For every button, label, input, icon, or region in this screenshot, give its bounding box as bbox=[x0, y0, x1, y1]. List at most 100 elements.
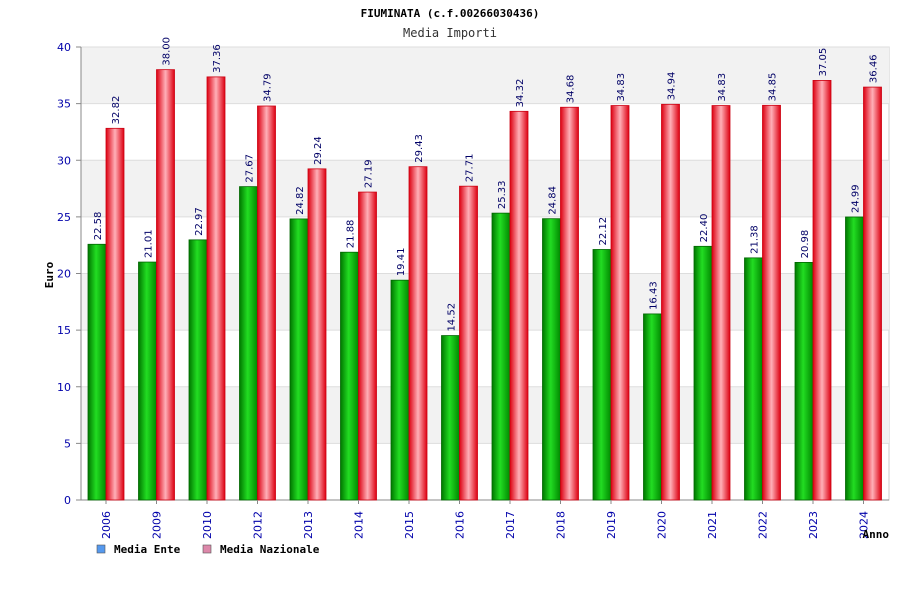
value-label: 24.99 bbox=[851, 184, 862, 213]
y-tick-label: 25 bbox=[57, 211, 71, 224]
value-label: 32.82 bbox=[111, 96, 122, 125]
value-label: 29.43 bbox=[414, 134, 425, 163]
bars bbox=[87, 69, 882, 501]
bar-media-ente bbox=[390, 279, 410, 501]
y-tick-label: 30 bbox=[57, 154, 71, 167]
x-tick-label: 2015 bbox=[403, 511, 416, 539]
bar-media-ente bbox=[289, 218, 309, 501]
x-tick-label: 2024 bbox=[858, 511, 871, 539]
y-tick-label: 15 bbox=[57, 324, 71, 337]
y-tick-label: 35 bbox=[57, 98, 71, 111]
bar-media-ente bbox=[138, 261, 157, 501]
value-label: 37.05 bbox=[818, 48, 829, 77]
value-label: 24.82 bbox=[295, 186, 306, 215]
x-tick-label: 2019 bbox=[605, 511, 618, 539]
bar-media-nazionale bbox=[307, 168, 327, 501]
x-tick-label: 2021 bbox=[706, 511, 719, 539]
y-tick-label: 20 bbox=[57, 268, 71, 281]
bar-media-nazionale bbox=[711, 105, 731, 501]
y-tick-label: 40 bbox=[57, 41, 71, 54]
value-label: 37.36 bbox=[212, 44, 223, 73]
bar-media-ente bbox=[340, 251, 359, 501]
bar-media-nazionale bbox=[863, 86, 882, 501]
bar-media-nazionale bbox=[156, 69, 175, 501]
legend-label-media-ente: Media Ente bbox=[114, 543, 181, 556]
bar-media-ente bbox=[491, 212, 511, 501]
bar-media-nazionale bbox=[206, 76, 226, 501]
chart-title: FIUMINATA (c.f.00266030436) bbox=[361, 7, 540, 20]
value-label: 38.00 bbox=[162, 37, 173, 66]
x-tick-label: 2009 bbox=[151, 511, 164, 539]
value-label: 34.83 bbox=[616, 73, 627, 102]
value-label: 16.43 bbox=[649, 281, 660, 310]
value-label: 22.12 bbox=[598, 217, 609, 246]
bar-media-nazionale bbox=[560, 106, 579, 501]
bar-media-ente bbox=[239, 186, 258, 501]
value-label: 25.33 bbox=[497, 180, 508, 209]
value-label: 34.83 bbox=[717, 73, 728, 102]
bar-media-nazionale bbox=[812, 80, 832, 501]
value-label: 27.71 bbox=[465, 154, 476, 183]
value-label: 21.88 bbox=[346, 220, 357, 249]
x-axis-label: Anno bbox=[863, 528, 890, 541]
bar-media-nazionale bbox=[257, 105, 276, 501]
bar-media-ente bbox=[845, 216, 864, 501]
value-label: 20.98 bbox=[800, 230, 811, 259]
x-axis-ticks: 2006 2009 2010 2012 2013 2014 2015 2016 2017 2018… bbox=[100, 500, 871, 539]
legend-swatch-media-nazionale bbox=[202, 544, 212, 554]
x-tick-label: 2016 bbox=[454, 511, 467, 539]
bar-media-nazionale bbox=[459, 185, 478, 501]
bar-media-nazionale bbox=[762, 104, 781, 501]
value-label: 34.79 bbox=[263, 73, 274, 102]
bar-media-ente bbox=[441, 335, 460, 501]
y-tick-label: 10 bbox=[57, 381, 71, 394]
value-label: 34.32 bbox=[515, 79, 526, 108]
x-tick-label: 2014 bbox=[353, 511, 366, 539]
bar-media-nazionale bbox=[610, 105, 630, 501]
x-tick-label: 2017 bbox=[504, 511, 517, 539]
bar-media-ente bbox=[592, 249, 612, 501]
value-label: 24.84 bbox=[548, 186, 559, 215]
bar-media-nazionale bbox=[509, 110, 529, 501]
bar-media-nazionale bbox=[408, 166, 428, 501]
value-labels: 22.58 32.82 21.01 38.00 22.97 37.36 27.67 34.79… bbox=[93, 37, 880, 332]
value-label: 22.97 bbox=[194, 207, 205, 236]
value-label: 34.94 bbox=[667, 72, 678, 101]
value-label: 36.46 bbox=[869, 54, 880, 83]
x-tick-label: 2010 bbox=[201, 511, 214, 539]
value-label: 27.19 bbox=[364, 159, 375, 188]
y-tick-label: 5 bbox=[64, 437, 71, 450]
value-label: 21.01 bbox=[144, 229, 155, 258]
bar-media-ente bbox=[87, 243, 107, 501]
bar-media-nazionale bbox=[105, 127, 125, 501]
y-axis-label: Euro bbox=[43, 261, 56, 288]
value-label: 34.68 bbox=[566, 75, 577, 104]
bar-media-ente bbox=[794, 262, 814, 501]
value-label: 34.85 bbox=[768, 73, 779, 102]
y-tick-label: 0 bbox=[64, 494, 71, 507]
value-label: 27.67 bbox=[245, 154, 256, 183]
x-tick-label: 2012 bbox=[252, 511, 265, 539]
value-label: 22.40 bbox=[699, 214, 710, 243]
bar-media-nazionale bbox=[358, 191, 377, 501]
value-label: 19.41 bbox=[396, 248, 407, 277]
value-label: 21.38 bbox=[750, 225, 761, 254]
x-tick-label: 2020 bbox=[656, 511, 669, 539]
x-tick-label: 2006 bbox=[100, 511, 113, 539]
bar-media-ente bbox=[693, 245, 713, 501]
x-tick-label: 2018 bbox=[555, 511, 568, 539]
value-label: 14.52 bbox=[447, 303, 458, 332]
bar-media-nazionale bbox=[661, 103, 680, 501]
value-label: 29.24 bbox=[313, 136, 324, 165]
bar-media-ente bbox=[744, 257, 763, 501]
value-label: 22.58 bbox=[93, 212, 104, 241]
chart-subtitle: Media Importi bbox=[403, 26, 497, 40]
legend: Media Ente Media Nazionale bbox=[96, 543, 320, 556]
x-tick-label: 2023 bbox=[807, 511, 820, 539]
x-tick-label: 2013 bbox=[302, 511, 315, 539]
bar-media-ente bbox=[643, 313, 662, 501]
bar-media-ente bbox=[188, 239, 208, 501]
bar-media-ente bbox=[542, 218, 561, 501]
legend-swatch-media-ente bbox=[96, 544, 106, 554]
